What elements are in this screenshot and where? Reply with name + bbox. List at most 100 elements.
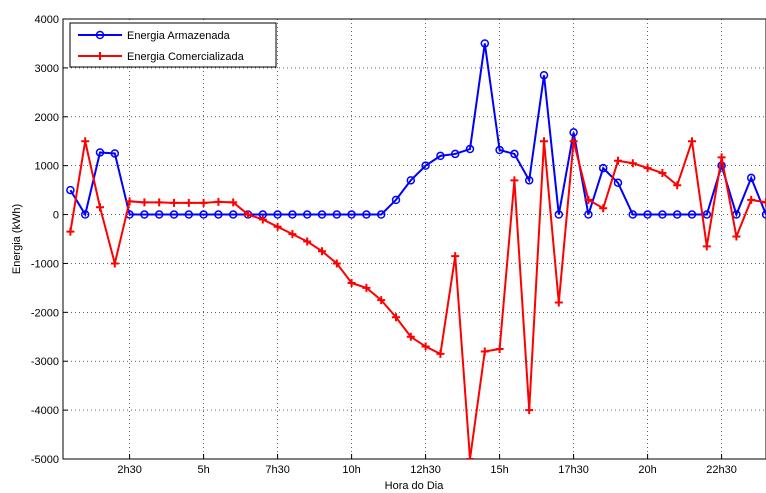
data-point: [450, 149, 460, 159]
legend-item: Energia Comercializada: [78, 51, 245, 63]
series-2: [66, 137, 766, 459]
series-line: [69, 140, 766, 459]
data-point: [628, 159, 637, 168]
data-point: [421, 161, 430, 170]
series-1: [66, 39, 766, 219]
x-tick-label: 17h30: [558, 464, 589, 476]
data-point: [598, 163, 608, 173]
data-point: [761, 210, 766, 219]
y-tick-label: 4000: [35, 14, 59, 26]
data-point: [125, 197, 134, 206]
y-tick-label: 1000: [35, 161, 59, 173]
data-point: [317, 210, 327, 219]
legend-box: [69, 22, 277, 68]
data-point: [184, 210, 194, 219]
data-point: [362, 210, 371, 219]
y-tick-label: 0: [53, 210, 59, 222]
data-point: [199, 198, 208, 207]
x-tick-label: 22h30: [706, 464, 737, 476]
data-point: [81, 137, 90, 146]
data-point: [392, 313, 400, 322]
series-line: [69, 43, 766, 218]
data-point: [584, 210, 593, 219]
data-point: [436, 151, 445, 161]
grid-lines: [63, 19, 766, 459]
data-point: [687, 210, 697, 219]
data-point: [66, 227, 75, 236]
x-tick-label: 5h: [197, 464, 209, 476]
x-tick-label: 10h: [342, 464, 360, 476]
data-point: [376, 210, 386, 219]
data-point: [584, 195, 593, 204]
data-point: [658, 169, 667, 177]
y-tick-label: -1000: [31, 258, 59, 270]
data-point: [436, 349, 445, 358]
data-point: [95, 148, 105, 157]
data-point: [110, 149, 120, 158]
data-point: [214, 210, 223, 219]
data-point: [465, 144, 475, 154]
data-point: [480, 347, 489, 356]
data-point: [318, 247, 326, 256]
data-point: [169, 210, 179, 219]
legend: Energia Armazenada Energia Comercializada: [69, 22, 277, 68]
x-tick-label: 7h30: [265, 464, 289, 476]
data-point: [628, 210, 638, 219]
y-tick-label: -4000: [31, 405, 59, 417]
data-point: [495, 145, 504, 155]
data-point: [303, 237, 312, 246]
data-point: [510, 149, 519, 159]
data-point: [746, 173, 756, 183]
data-point: [332, 210, 342, 219]
data-point: [495, 345, 504, 353]
data-point: [643, 210, 652, 219]
data-point: [672, 210, 682, 219]
legend-label: Energia Armazenada: [127, 30, 231, 42]
data-point: [599, 204, 608, 213]
y-tick-label: 3000: [35, 63, 59, 75]
data-point: [451, 252, 460, 261]
data-point: [377, 296, 386, 305]
legend-marker: [95, 30, 105, 40]
data-point: [406, 176, 416, 185]
x-tick-label: 15h: [490, 464, 508, 476]
data-point: [347, 279, 356, 287]
data-point: [732, 232, 741, 241]
data-point: [643, 164, 652, 173]
data-point: [569, 137, 578, 146]
data-point: [569, 128, 578, 137]
data-point: [170, 198, 178, 207]
plot-frame: [62, 18, 766, 460]
data-point: [391, 195, 401, 205]
x-tick-label: 20h: [638, 464, 656, 476]
data-point: [658, 210, 667, 219]
x-axis-ticks: 2h30 5h 7h30 10h 12h30 15h 17h30 20h 22h30: [117, 454, 737, 476]
data-point: [673, 181, 682, 190]
data-point: [288, 230, 297, 239]
data-point: [688, 137, 696, 146]
data-point: [524, 176, 534, 185]
data-point: [80, 210, 90, 219]
data-point: [614, 156, 622, 165]
data-point: [184, 198, 193, 207]
data-point: [554, 210, 564, 219]
data-point: [154, 210, 164, 219]
data-point: [510, 176, 519, 185]
data-point: [228, 210, 238, 219]
y-tick-label: -2000: [31, 307, 59, 319]
data-point: [347, 210, 356, 219]
data-point: [155, 198, 164, 207]
data-point: [717, 153, 726, 162]
data-point: [288, 210, 297, 219]
data-point: [421, 342, 430, 351]
data-point: [480, 39, 490, 48]
data-point: [214, 197, 223, 206]
y-tick-label: 2000: [35, 112, 59, 124]
data-point: [539, 70, 549, 80]
data-point: [362, 283, 371, 292]
series-layer: [66, 39, 766, 459]
x-tick-label: 2h30: [117, 464, 141, 476]
data-point: [540, 137, 548, 146]
data-point: [613, 178, 623, 188]
